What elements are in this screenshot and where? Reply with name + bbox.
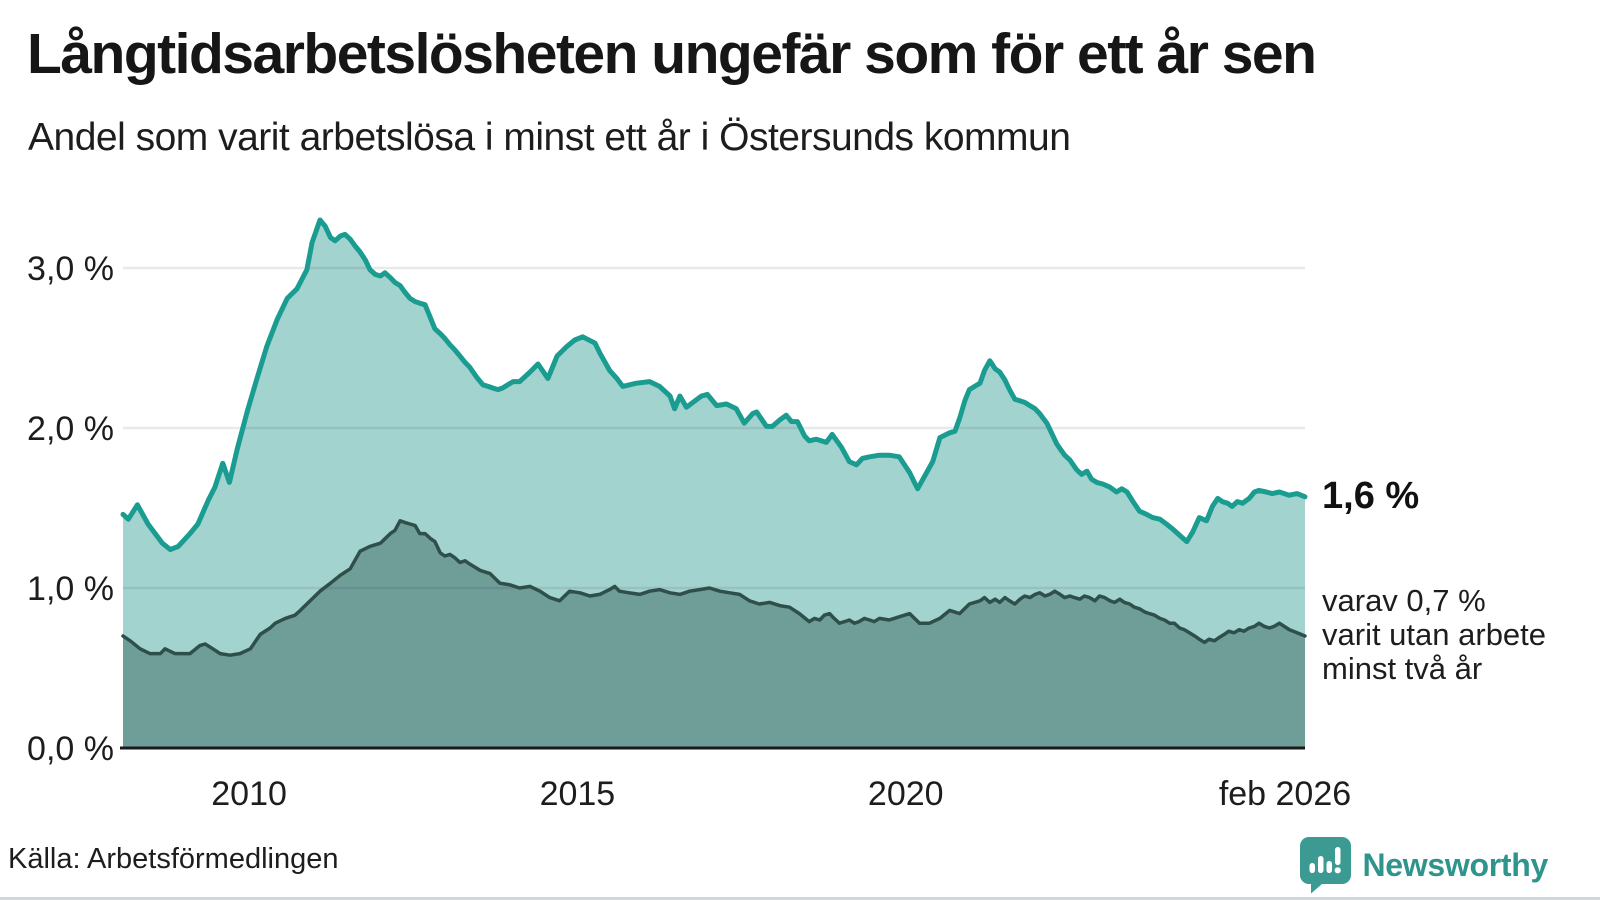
x-axis-tick-label: 2015	[540, 775, 616, 813]
newsworthy-wordmark: Newsworthy	[1362, 846, 1549, 883]
y-axis-tick-label: 2,0 %	[27, 410, 114, 448]
series-1-line	[120, 217, 1308, 553]
series2-annotation-line1: varav 0,7 %	[1322, 583, 1486, 618]
page-title: Långtidsarbetslösheten ungefär som för e…	[27, 22, 1317, 86]
newsworthy-logo: Newsworthy	[1298, 836, 1549, 894]
x-axis-tick-label: 2010	[211, 775, 287, 813]
x-axis-tick-label: feb 2026	[1219, 775, 1351, 813]
bottom-divider	[0, 897, 1600, 900]
newsworthy-icon	[1299, 837, 1351, 894]
series1-end-value-label: 1,6 %	[1322, 475, 1420, 517]
chart-subtitle: Andel som varit arbetslösa i minst ett å…	[28, 116, 1071, 159]
source-label: Källa: Arbetsförmedlingen	[8, 843, 339, 875]
y-axis-tick-label: 1,0 %	[27, 570, 114, 608]
series-2-line	[121, 519, 1307, 657]
y-axis-tick-label: 3,0 %	[27, 250, 114, 288]
series2-end-annotation: varav 0,7 % varit utan arbete minst två …	[1322, 584, 1546, 686]
series-2-area	[123, 520, 1305, 748]
series2-annotation-line2: varit utan arbete	[1322, 617, 1547, 652]
x-axis-tick-label: 2020	[868, 775, 944, 813]
series2-annotation-line3: minst två år	[1322, 651, 1483, 686]
y-axis-tick-label: 0,0 %	[27, 730, 114, 768]
